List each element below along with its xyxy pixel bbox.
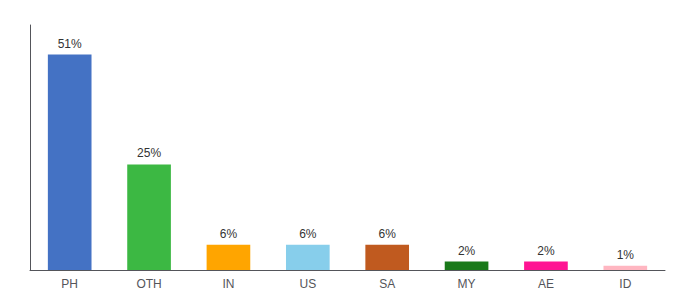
svg-text:2%: 2% <box>537 244 555 258</box>
svg-text:1%: 1% <box>617 248 635 262</box>
svg-text:6%: 6% <box>379 227 397 241</box>
svg-text:2%: 2% <box>458 244 476 258</box>
svg-text:MY: MY <box>458 277 476 291</box>
svg-text:25%: 25% <box>137 146 161 160</box>
svg-text:6%: 6% <box>220 227 238 241</box>
svg-text:IN: IN <box>222 277 234 291</box>
svg-text:51%: 51% <box>58 37 82 51</box>
svg-text:ID: ID <box>619 277 631 291</box>
svg-text:OTH: OTH <box>136 277 161 291</box>
svg-text:US: US <box>299 277 316 291</box>
svg-text:AE: AE <box>538 277 554 291</box>
svg-text:6%: 6% <box>299 227 317 241</box>
svg-text:PH: PH <box>61 277 78 291</box>
svg-text:SA: SA <box>379 277 395 291</box>
